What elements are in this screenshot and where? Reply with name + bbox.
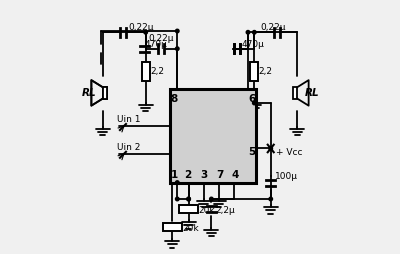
Circle shape [210, 197, 213, 201]
Circle shape [269, 147, 272, 150]
Circle shape [144, 30, 148, 34]
Circle shape [187, 197, 190, 201]
Text: 2,2: 2,2 [259, 67, 273, 76]
Bar [250, 62, 258, 81]
Circle shape [252, 101, 256, 105]
Bar [142, 62, 150, 81]
Bar [170, 89, 256, 183]
Text: 2: 2 [184, 170, 191, 180]
Circle shape [269, 197, 272, 201]
Text: RL: RL [82, 88, 96, 98]
Text: 100µ: 100µ [274, 172, 298, 181]
Bar [103, 87, 107, 99]
Circle shape [187, 197, 190, 201]
Circle shape [176, 197, 179, 201]
Bar [163, 223, 182, 231]
Text: 20k: 20k [182, 224, 199, 233]
Text: + Vcc: + Vcc [276, 148, 302, 157]
Text: 3: 3 [200, 170, 208, 180]
Text: 470µ: 470µ [241, 40, 264, 49]
Text: 470µ: 470µ [144, 40, 167, 49]
Text: 0,22µ: 0,22µ [261, 23, 286, 32]
Text: 2,2: 2,2 [150, 67, 164, 76]
Text: 0,22µ: 0,22µ [128, 23, 154, 32]
Text: 4: 4 [232, 170, 239, 180]
Text: 20k: 20k [199, 206, 215, 215]
Text: 1: 1 [171, 170, 178, 180]
Circle shape [252, 30, 256, 34]
Text: 7: 7 [216, 170, 223, 180]
Text: Uin 1: Uin 1 [117, 115, 140, 124]
Text: 6: 6 [248, 94, 256, 104]
Circle shape [176, 181, 179, 184]
Circle shape [246, 30, 250, 34]
Circle shape [176, 29, 179, 33]
Text: 5: 5 [248, 147, 256, 157]
Text: Uin 2: Uin 2 [117, 143, 140, 152]
Text: 0,22µ: 0,22µ [148, 34, 174, 43]
Bar [293, 87, 297, 99]
Text: RL: RL [305, 88, 320, 98]
Circle shape [176, 47, 179, 51]
Bar [103, 87, 107, 99]
Text: 2,2µ: 2,2µ [215, 206, 235, 215]
Bar [179, 205, 198, 213]
Text: 8: 8 [171, 94, 178, 104]
